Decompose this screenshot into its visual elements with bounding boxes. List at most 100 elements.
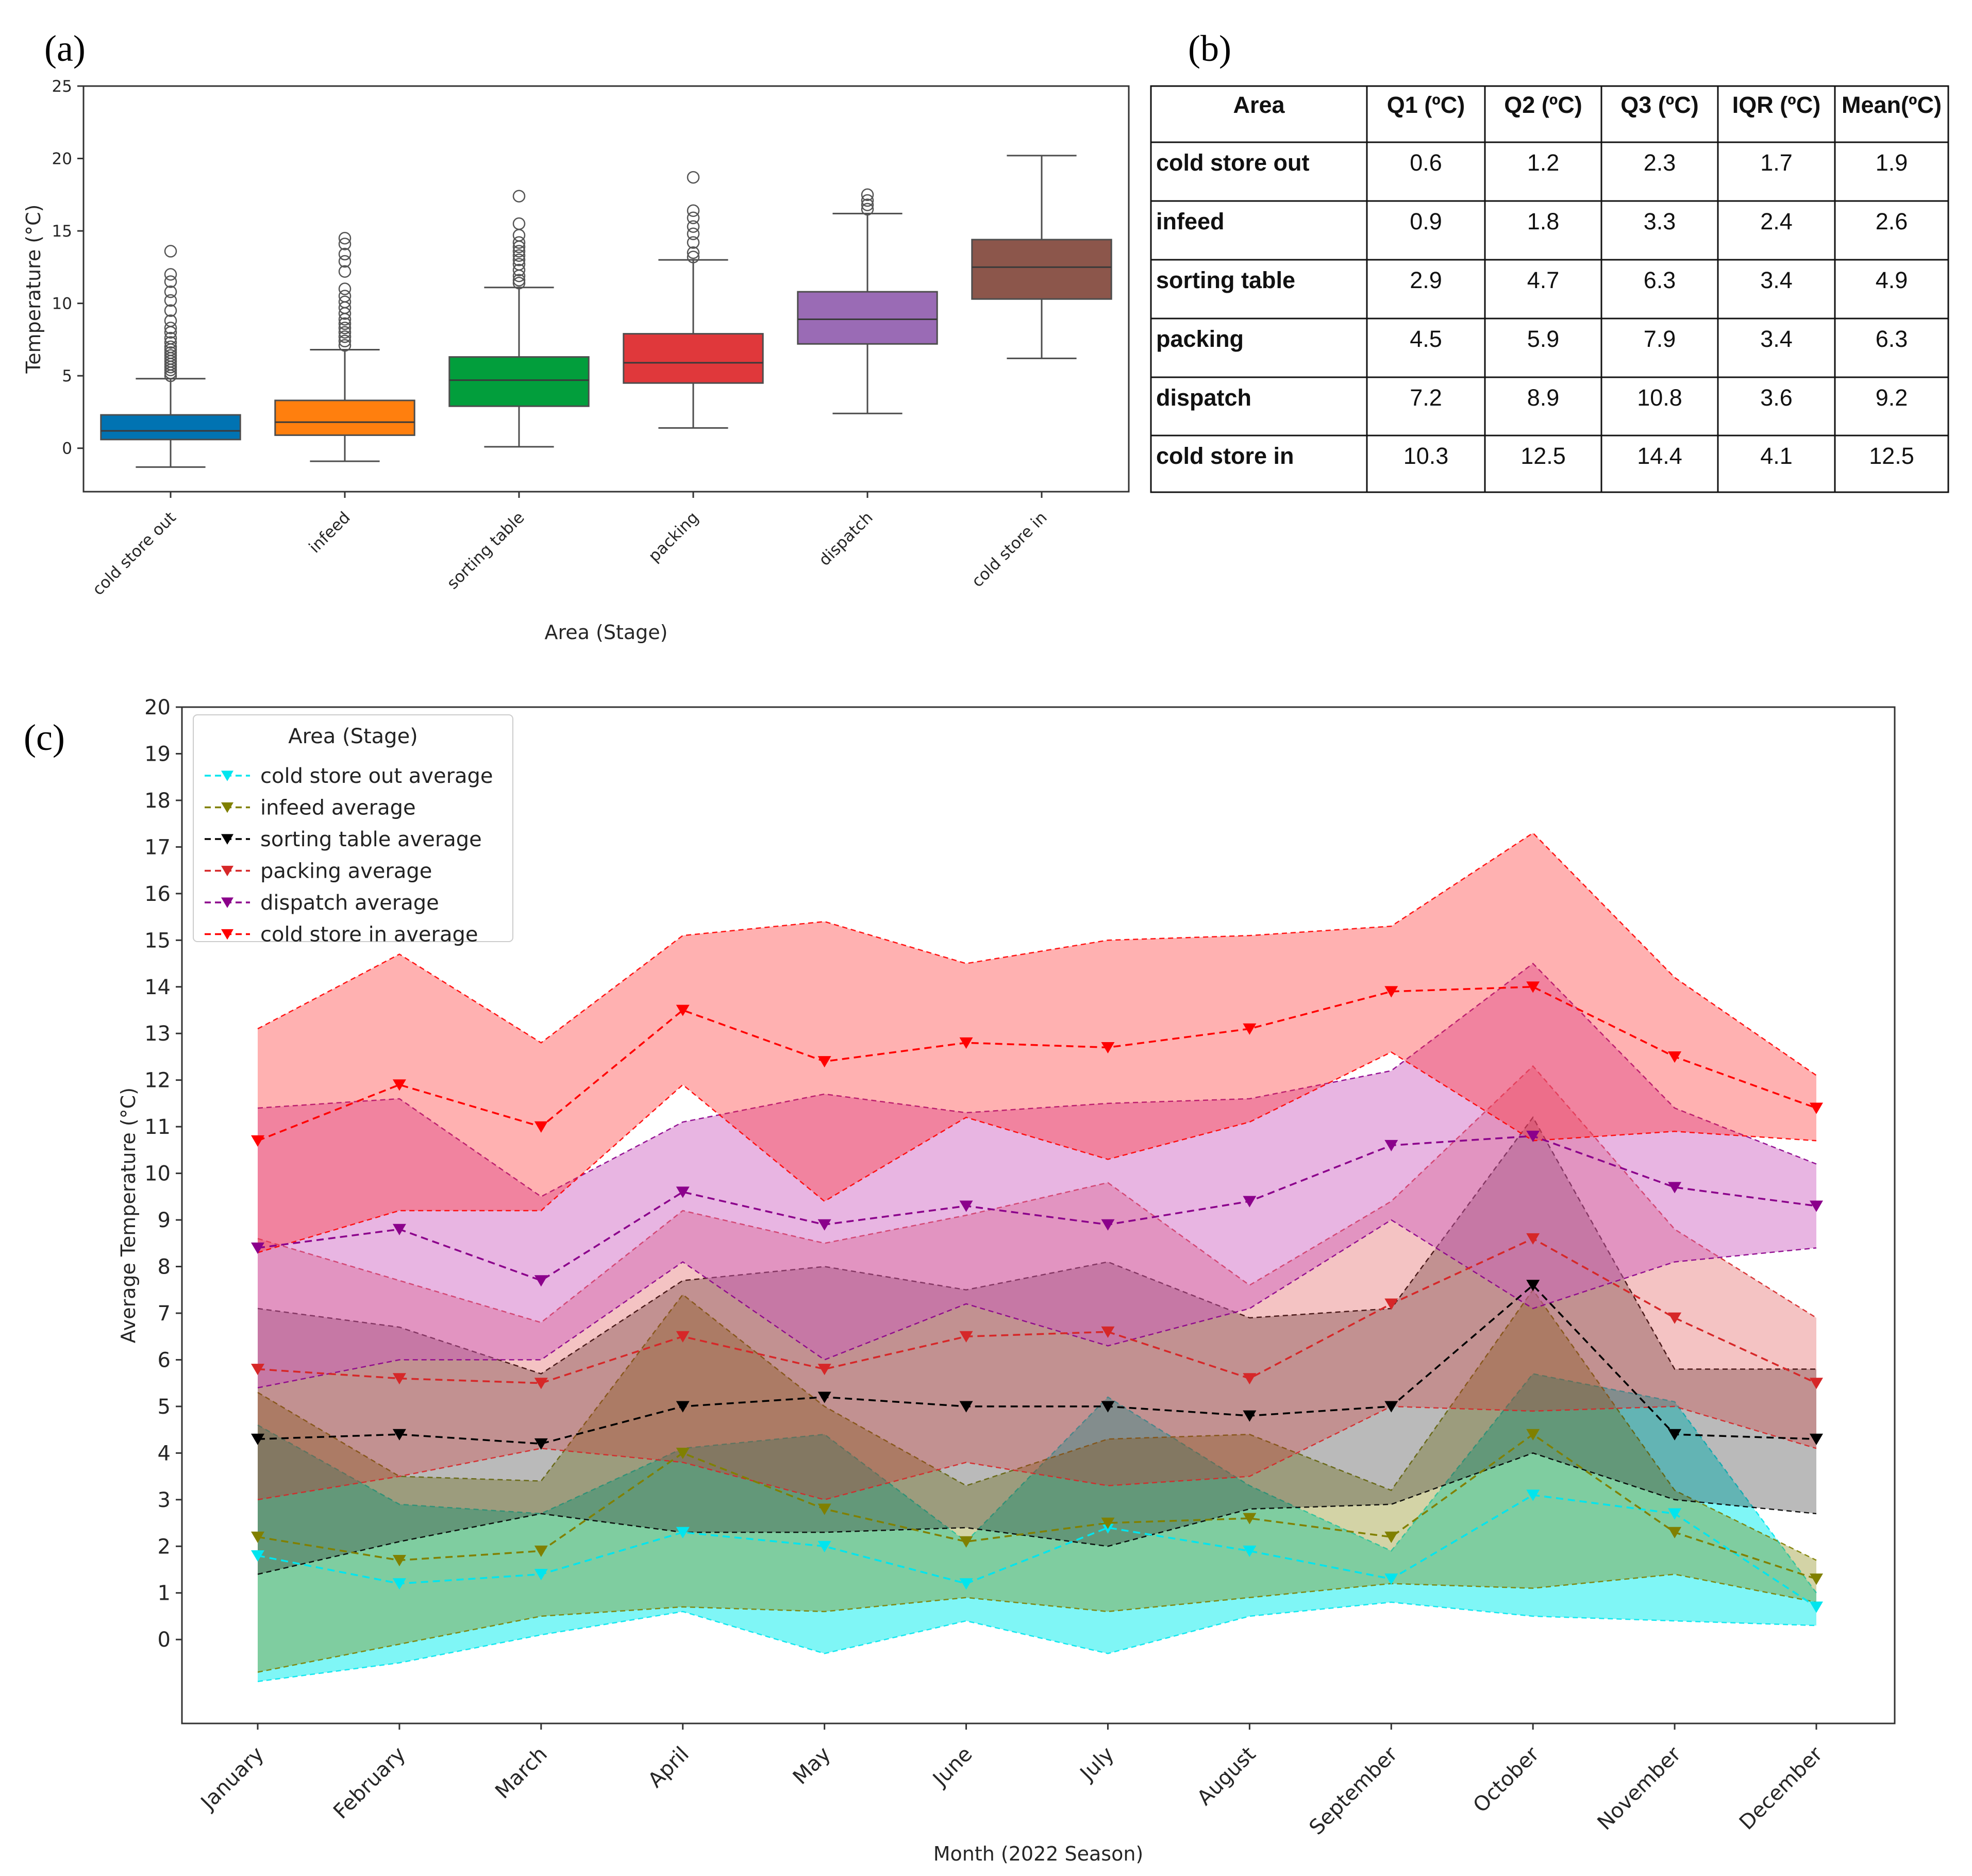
range-band	[258, 833, 1816, 1253]
series-point	[1243, 1373, 1257, 1385]
outlier-point	[164, 285, 177, 298]
legend-entry: dispatch average	[260, 891, 439, 915]
outlier-point	[687, 236, 700, 249]
table-value-cell: 1.2	[1527, 149, 1560, 176]
legend-title: Area (Stage)	[288, 725, 418, 748]
table-value-cell: 2.4	[1760, 208, 1793, 234]
y-tick-label: 1	[158, 1582, 171, 1605]
y-tick-label: 16	[144, 882, 171, 906]
y-tick-label: 10	[52, 295, 72, 313]
series-point	[251, 1135, 264, 1147]
range-upper-line	[257, 1116, 1816, 1375]
outlier-point	[338, 255, 352, 268]
table-value-cell: 4.1	[1760, 443, 1793, 469]
range-upper-line	[257, 962, 1817, 1198]
outlier-point	[687, 204, 700, 217]
table-value-cell: 8.9	[1527, 384, 1560, 411]
series-point	[534, 1121, 548, 1133]
table-value-cell: 3.4	[1760, 267, 1793, 293]
series-point	[817, 1364, 831, 1376]
range-upper-line	[257, 1065, 1817, 1324]
series-point	[1526, 1280, 1540, 1292]
outlier-point	[338, 247, 352, 261]
legend-marker	[221, 802, 233, 813]
outlier-point	[512, 217, 526, 230]
series-point	[1101, 1401, 1115, 1413]
table-value-cell: 4.9	[1876, 267, 1908, 293]
outlier-point	[512, 263, 526, 277]
series-point	[1384, 1531, 1398, 1543]
outlier-point	[164, 336, 177, 349]
table-value-cell: 9.2	[1876, 384, 1908, 411]
outlier-point	[512, 277, 526, 290]
series-point	[959, 1037, 973, 1049]
series-point	[1384, 1140, 1398, 1152]
x-tick-label: sorting table	[443, 508, 528, 593]
y-tick-label: 20	[144, 696, 171, 719]
legend-entry: cold store in average	[260, 923, 478, 947]
x-tick-label: August	[1193, 1743, 1261, 1811]
range-lower-line	[257, 1452, 1817, 1575]
series-point	[676, 1527, 690, 1538]
table-value-cell: 4.5	[1410, 326, 1442, 352]
x-tick-label: March	[491, 1743, 552, 1804]
table-header-cell: Q3 (ºC)	[1620, 92, 1698, 118]
series-point	[817, 1503, 831, 1515]
table-value-cell: 1.7	[1760, 149, 1793, 176]
series-point	[676, 1004, 690, 1016]
range-upper-line	[257, 1288, 1817, 1561]
series-point	[251, 1550, 264, 1562]
outlier-point	[687, 171, 700, 184]
series-point	[1810, 1601, 1823, 1613]
outlier-point	[164, 331, 177, 345]
outlier-point	[164, 275, 177, 288]
y-tick-label: 8	[158, 1255, 171, 1279]
box-dispatch	[797, 291, 938, 345]
y-tick-label: 7	[158, 1302, 171, 1326]
y-tick-label: 6	[158, 1348, 171, 1372]
outlier-point	[164, 340, 177, 354]
series-point	[676, 1447, 690, 1460]
range-upper-line	[257, 1373, 1817, 1594]
y-tick-label: 5	[62, 367, 72, 386]
series-point	[1243, 1545, 1257, 1557]
y-tick-label: 14	[144, 976, 171, 999]
series-point	[959, 1578, 973, 1590]
series-point	[251, 1242, 264, 1254]
table-header-cell: IQR (ºC)	[1732, 92, 1820, 118]
series-point	[392, 1373, 406, 1385]
outlier-point	[512, 258, 526, 271]
x-tick-label: cold store in	[968, 508, 1050, 591]
outlier-point	[164, 349, 177, 362]
series-point	[1668, 1312, 1682, 1324]
outlier-point	[164, 245, 177, 258]
box-packing	[623, 333, 764, 384]
series-point	[817, 1219, 831, 1231]
y-tick-label: 19	[144, 742, 171, 766]
series-point	[1526, 981, 1540, 993]
y-tick-label: 13	[144, 1022, 171, 1046]
table-area-cell: packing	[1156, 326, 1244, 352]
outlier-point	[164, 346, 177, 359]
table-value-cell: 7.9	[1644, 326, 1676, 352]
outlier-point	[338, 238, 352, 250]
series-point	[534, 1275, 548, 1287]
legend-marker	[221, 834, 233, 845]
x-tick-label: dispatch	[815, 508, 877, 569]
x-tick-label: October	[1469, 1742, 1544, 1817]
series-point	[251, 1364, 264, 1376]
x-tick-label: July	[1075, 1743, 1119, 1787]
y-tick-label: 17	[144, 835, 171, 859]
y-tick-label: 15	[144, 929, 171, 952]
series-point	[1243, 1410, 1257, 1422]
series-point	[534, 1545, 548, 1557]
table-header-cell: Q2 (ºC)	[1504, 92, 1582, 118]
outlier-point	[512, 190, 526, 203]
outlier-point	[338, 231, 352, 245]
outlier-point	[338, 295, 352, 309]
y-tick-label: 5	[158, 1395, 171, 1419]
table-value-cell: 2.3	[1644, 149, 1676, 176]
outlier-point	[164, 294, 177, 307]
outlier-point	[338, 334, 352, 347]
range-band	[258, 1373, 1816, 1682]
